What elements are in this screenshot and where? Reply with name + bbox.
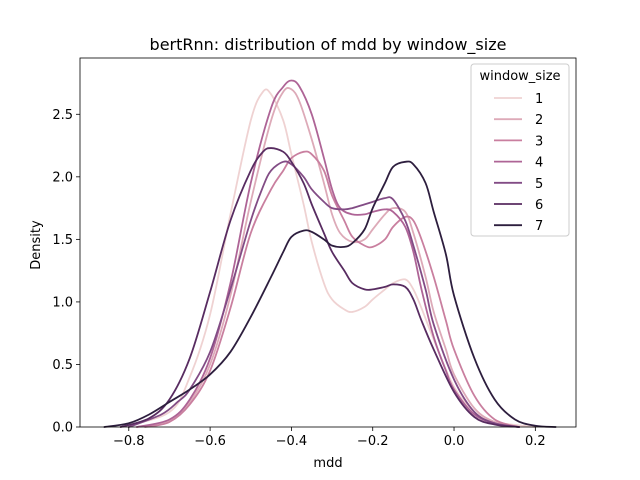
x-tick-label: 0.0 [444,434,465,449]
series-line-6 [119,147,520,428]
x-axis-ticks: −0.8 −0.6 −0.4 −0.2 0.0 0.2 [113,427,546,449]
legend: window_size 1 2 3 4 5 6 7 [470,63,570,237]
x-tick-label: −0.6 [194,434,226,449]
plot-area-frame [79,57,577,428]
chart-title: bertRnn: distribution of mdd by window_s… [150,35,507,55]
series-line-7 [103,160,557,428]
x-tick-label: 0.2 [525,434,546,449]
series-line-5 [127,160,520,428]
y-tick-label: 1.0 [52,295,73,310]
series-line-1 [119,88,537,428]
legend-label-2: 2 [535,113,543,128]
legend-box [470,63,570,237]
x-tick-label: −0.8 [113,434,145,449]
y-tick-label: 2.0 [52,170,73,185]
legend-label-5: 5 [535,177,543,192]
y-tick-label: 2.5 [52,108,73,123]
x-tick-label: −0.2 [357,434,389,449]
legend-label-3: 3 [535,134,543,149]
series-line-3 [144,150,520,428]
series-layer [103,79,557,428]
legend-entries: 1 2 3 4 5 6 7 [494,92,543,234]
y-tick-label: 0.5 [52,358,73,373]
x-axis-label: mdd [313,456,342,471]
y-axis-label: Density [29,220,44,270]
y-tick-label: 0.0 [52,421,73,436]
y-tick-label: 1.5 [52,233,73,248]
legend-label-1: 1 [535,92,543,107]
x-tick-label: −0.4 [276,434,308,449]
legend-label-6: 6 [535,198,543,213]
legend-label-7: 7 [535,219,543,234]
y-axis-ticks: 0.0 0.5 1.0 1.5 2.0 2.5 [52,108,80,436]
legend-label-4: 4 [535,156,543,171]
legend-title: window_size [479,69,560,84]
